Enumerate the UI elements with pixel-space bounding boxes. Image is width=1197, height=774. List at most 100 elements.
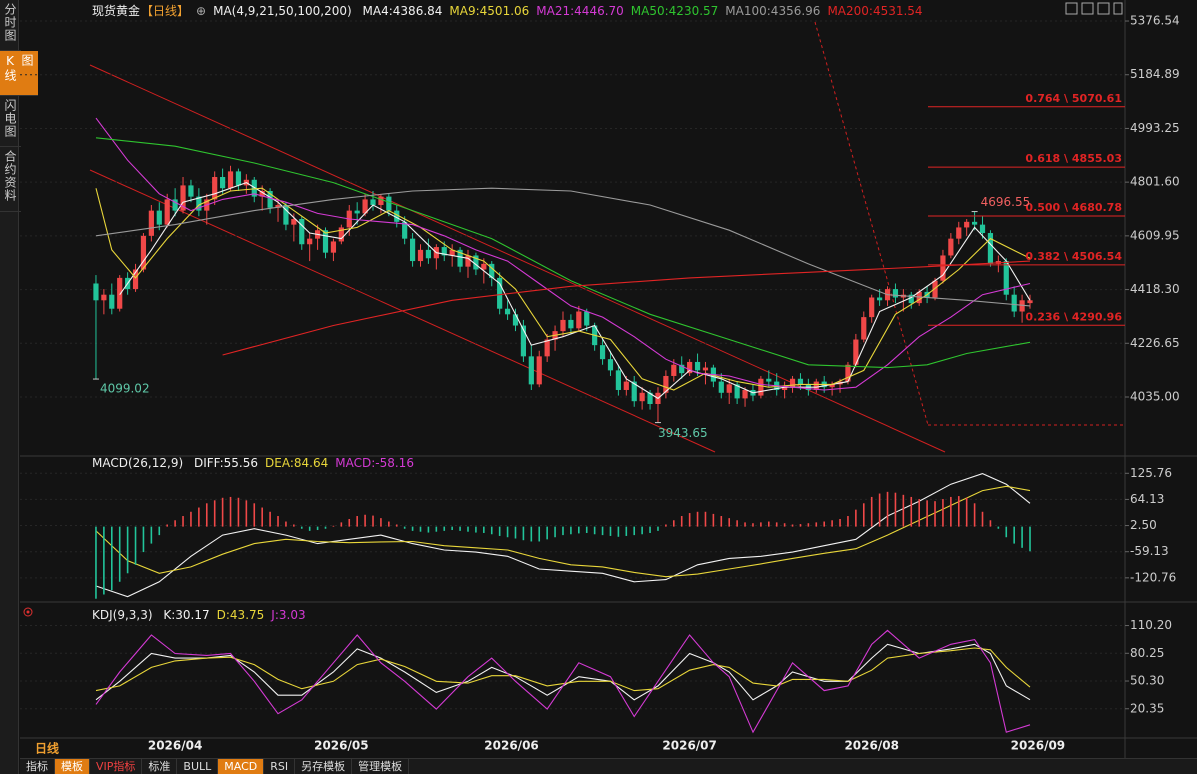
macd-bar — [625, 526, 628, 536]
candle-body — [599, 345, 606, 360]
macd-bar — [190, 511, 192, 527]
indicator-line — [95, 117, 1031, 391]
window-icons[interactable] — [1065, 2, 1123, 15]
macd-bar — [878, 493, 881, 527]
candle-body — [789, 378, 796, 388]
candle-body — [1027, 300, 1033, 304]
candle-body — [623, 381, 629, 390]
macd-bar — [775, 522, 778, 527]
toolbar-item[interactable]: 标准 — [142, 759, 178, 774]
candle-body — [481, 263, 487, 270]
candle-body — [1019, 300, 1025, 312]
macd-bar — [443, 526, 446, 531]
candle-body — [687, 361, 693, 374]
macd-bar — [1013, 526, 1015, 544]
legend-entry: MA9:4501.06 — [449, 4, 530, 18]
indicator-title: MACD(26,12,9) — [92, 456, 184, 470]
macd-bar — [1005, 526, 1008, 538]
add-icon[interactable]: ⊕ — [196, 4, 207, 18]
macd-bar — [451, 526, 453, 531]
macd-bar — [237, 497, 240, 527]
y-tick-label: 4035.00 — [1130, 389, 1180, 403]
candle-body — [275, 205, 281, 208]
panel-icon[interactable] — [23, 607, 33, 617]
y-tick-label: 80.25 — [1130, 646, 1164, 660]
tab[interactable]: 合约资料 — [0, 147, 21, 212]
candle-body — [813, 381, 819, 390]
macd-bar — [633, 526, 636, 536]
candle-body — [109, 294, 115, 309]
macd-bar — [530, 526, 533, 542]
candle-body — [766, 378, 772, 382]
candle-body — [560, 319, 566, 332]
macd-bar — [403, 526, 406, 529]
macd-bar — [142, 526, 145, 553]
macd-bar — [649, 526, 651, 533]
toolbar-item[interactable]: MACD — [218, 759, 265, 774]
macd-bar — [435, 526, 438, 532]
macd-bar — [950, 496, 952, 527]
toolbar-item[interactable]: VIP指标 — [90, 759, 143, 774]
candle-body — [417, 249, 424, 262]
macd-bar — [118, 526, 121, 582]
toolbar-item[interactable]: 管理模板 — [352, 759, 410, 774]
macd-bar — [910, 496, 913, 527]
toolbar-item[interactable]: 另存模板 — [295, 759, 353, 774]
candle-body — [394, 210, 400, 222]
macd-legend: MACD(26,12,9) DIFF:55.56 DEA:84.64 MACD:-5… — [92, 456, 421, 470]
y-tick-label: 4993.25 — [1130, 121, 1180, 135]
macd-bar — [1029, 526, 1031, 552]
macd-bar — [316, 526, 319, 531]
candle-body — [528, 356, 534, 385]
legend-entry: K:30.17 — [163, 608, 210, 622]
macd-bar — [957, 496, 960, 527]
candle-body — [259, 191, 265, 197]
toolbar-item[interactable]: 模板 — [55, 759, 90, 774]
candle-body — [489, 263, 495, 278]
macd-bar — [942, 499, 944, 527]
candle-body — [140, 235, 147, 270]
macd-bar — [823, 521, 826, 527]
candle-body — [425, 249, 432, 259]
candle-body — [940, 255, 946, 281]
x-tick-label: 2026/07 — [662, 739, 716, 753]
x-tick-label: 2026/04 — [148, 739, 202, 753]
macd-bar — [269, 511, 271, 527]
candle-body — [1011, 294, 1017, 312]
candle-body — [639, 392, 645, 402]
tab[interactable]: 分时图 — [0, 0, 21, 51]
macd-bar — [158, 526, 161, 536]
macd-bar — [182, 516, 184, 527]
macd-bar — [926, 500, 928, 527]
toolbar-item[interactable]: BULL — [177, 759, 219, 774]
extreme-label: 3943.65 — [658, 426, 708, 440]
candle-body — [726, 384, 732, 393]
candle-body — [101, 294, 107, 301]
indicator-title: KDJ(9,3,3) — [92, 608, 153, 622]
macd-bar — [95, 526, 97, 599]
indicator-line — [95, 137, 1031, 369]
macd-bar — [601, 526, 604, 536]
toolbar-item[interactable]: RSI — [264, 759, 296, 774]
macd-bar — [126, 526, 129, 574]
macd-bar — [799, 524, 802, 527]
candle-body — [235, 171, 242, 186]
candle-body — [283, 205, 289, 225]
macd-bar — [973, 503, 976, 527]
candle-body — [370, 199, 376, 206]
tab-active[interactable]: K线图 — [0, 51, 38, 96]
candle-body — [576, 311, 582, 329]
macd-bar — [847, 516, 849, 527]
macd-bar — [657, 526, 659, 531]
candle-body — [536, 356, 542, 385]
macd-bar — [831, 520, 833, 527]
tab[interactable]: 闪电图 — [0, 96, 21, 147]
macd-bar — [688, 513, 691, 527]
macd-bar — [364, 514, 366, 527]
macd-bar — [997, 526, 1000, 529]
toolbar-item[interactable]: 指标 — [20, 759, 55, 774]
candle-body — [663, 375, 669, 393]
macd-bar — [198, 507, 200, 527]
candle-body — [188, 185, 194, 197]
macd-bar — [578, 526, 580, 534]
